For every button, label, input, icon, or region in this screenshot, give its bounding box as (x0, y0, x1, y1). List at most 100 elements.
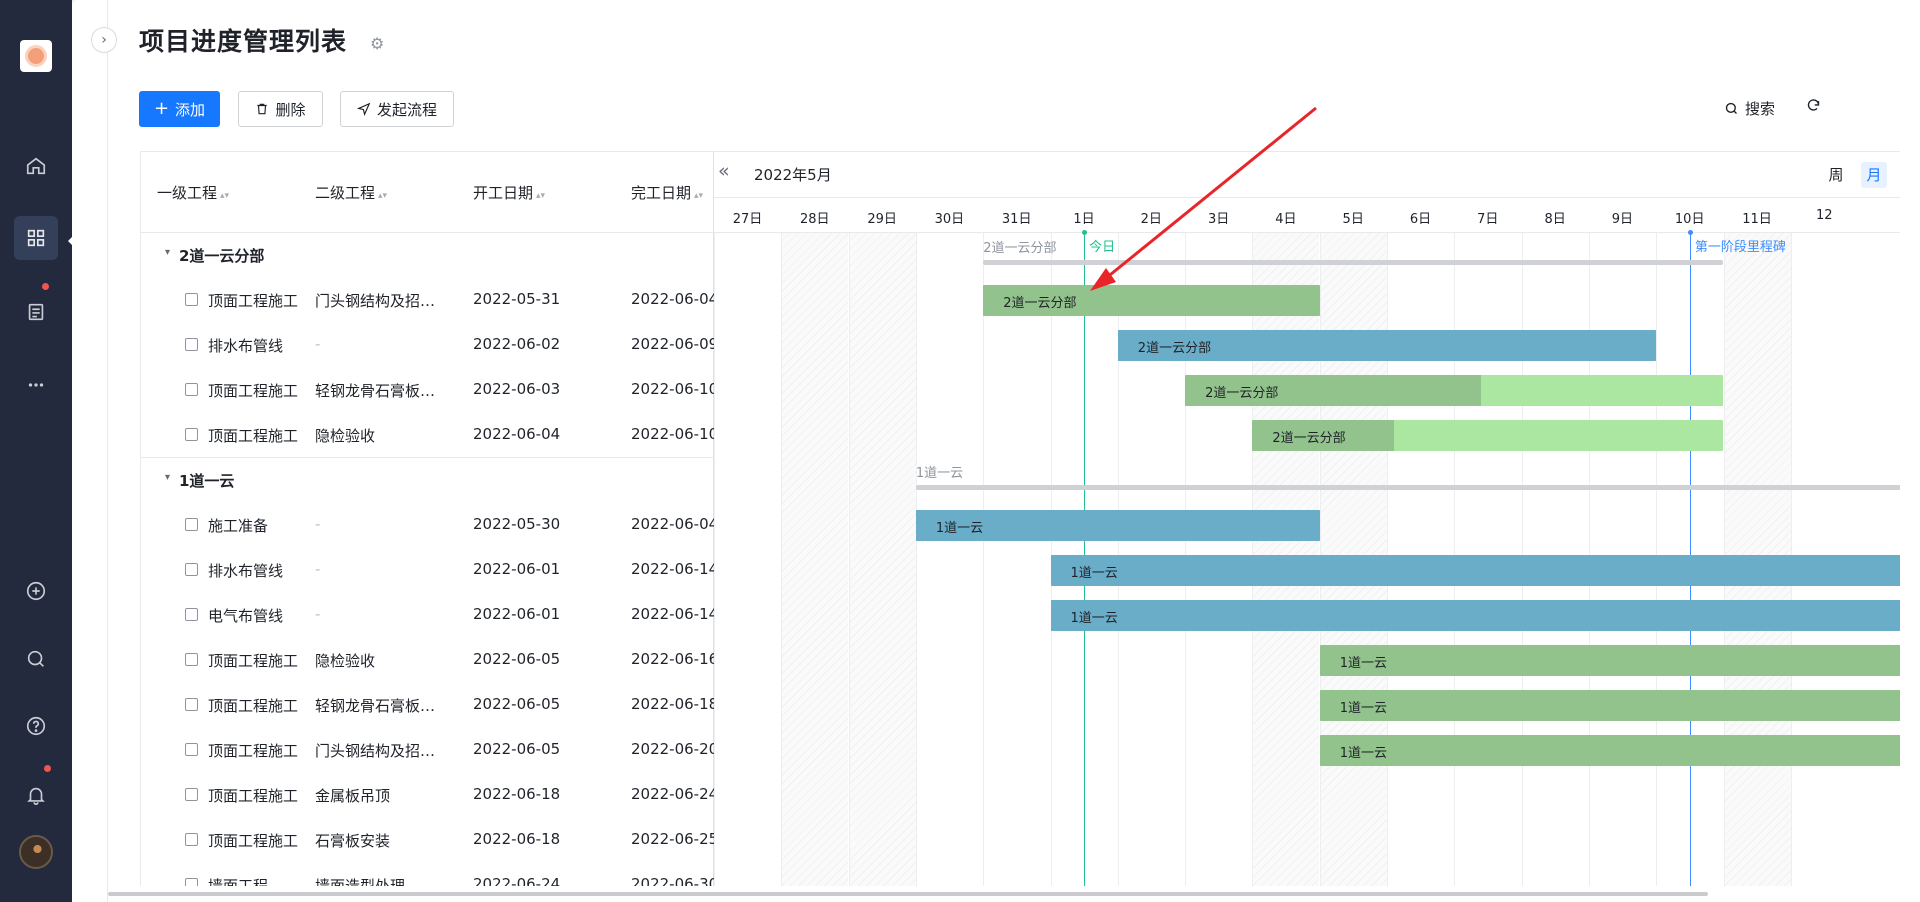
document-icon[interactable] (14, 290, 58, 334)
app-logo[interactable] (20, 40, 52, 72)
cell-end: 2022-06-20 (631, 740, 719, 758)
day-column (983, 233, 1050, 886)
cell-start: 2022-06-24 (473, 875, 561, 886)
expand-sidebar-button[interactable]: › (91, 27, 117, 53)
task-bar[interactable]: 1道一云 (1319, 690, 1900, 721)
group-summary-bar[interactable] (983, 260, 1724, 265)
group-name: 2道一云分部 (179, 247, 265, 265)
table-row[interactable]: 顶面工程施工 轻钢龙骨石膏板吊顶 2022-06-03 2022-06-10 (141, 368, 718, 413)
more-icon[interactable] (14, 363, 58, 407)
cell-start: 2022-06-01 (473, 605, 561, 623)
table-row[interactable]: 排水布管线 - 2022-06-01 2022-06-14 (141, 548, 718, 593)
today-marker-dot (1082, 230, 1088, 235)
refresh-action[interactable] (1806, 98, 1821, 113)
cell-start: 2022-06-02 (473, 335, 561, 353)
cell-l2: 石膏板安装 (315, 832, 391, 850)
column-header-end[interactable]: 完工日期 ▴▾ (631, 182, 703, 203)
group-row[interactable]: ▾ 2道一云分部 (141, 233, 714, 278)
table-row[interactable]: 顶面工程施工门头钢结构及招牌安装 2022-05-31 2022-06-04 (141, 278, 718, 323)
task-bar[interactable]: 2道一云分部 (1185, 375, 1724, 406)
task-bar-progress (1050, 555, 1900, 586)
task-bar-label: 1道一云 (1339, 701, 1387, 716)
apps-icon[interactable] (14, 216, 58, 260)
table-row[interactable]: 施工准备 - 2022-05-30 2022-06-04 (141, 503, 718, 548)
task-bar[interactable]: 2道一云分部 (1117, 330, 1657, 361)
table-row[interactable]: 排水布管线 - 2022-06-02 2022-06-09 (141, 323, 718, 368)
table-row[interactable]: 墙面工程 墙面造型处理 2022-06-24 2022-06-30 (141, 863, 718, 886)
home-icon[interactable] (14, 144, 58, 188)
add-circle-icon[interactable] (14, 569, 58, 613)
cell-start: 2022-06-05 (473, 740, 561, 758)
cell-l2: 隐检验收 (315, 427, 376, 445)
row-checkbox[interactable] (185, 293, 198, 306)
row-checkbox[interactable] (185, 563, 198, 576)
trash-icon (257, 103, 268, 115)
row-checkbox[interactable] (185, 698, 198, 711)
task-table: 一级工程 ▴▾ 二级工程 ▴▾ 开工日期 ▴▾ 完工日期 ▴▾ ▾ 2道一云分部顶面工程施… (141, 152, 718, 886)
avatar[interactable] (19, 835, 53, 869)
day-label: 2日 (1140, 212, 1162, 227)
column-header-start[interactable]: 开工日期 ▴▾ (473, 182, 545, 203)
row-checkbox[interactable] (185, 833, 198, 846)
day-label: 4日 (1275, 212, 1297, 227)
cell-end: 2022-06-10 (631, 425, 719, 443)
group-summary-bar[interactable] (915, 485, 1900, 490)
column-header-l2[interactable]: 二级工程 ▴▾ (315, 182, 387, 203)
task-bar-progress (1252, 420, 1394, 451)
table-row[interactable]: 电气布管线 - 2022-06-01 2022-06-14 (141, 593, 718, 638)
row-checkbox[interactable] (185, 383, 198, 396)
gantt-header: « 2022年5月 周 月 季 年 (714, 152, 1900, 198)
task-bar[interactable]: 1道一云 (1050, 555, 1900, 586)
caret-down-icon[interactable]: ▾ (165, 472, 171, 483)
table-row[interactable]: 顶面工程施工 隐检验收 2022-06-05 2022-06-16 (141, 638, 718, 683)
task-bar[interactable]: 2道一云分部 (1252, 420, 1724, 451)
milestone-label[interactable]: 第一阶段里程碑 (1694, 240, 1786, 255)
row-checkbox[interactable] (185, 788, 198, 801)
task-bar[interactable]: 2道一云分部 (983, 285, 1320, 316)
row-checkbox[interactable] (185, 428, 198, 441)
column-header-label: 开工日期 (473, 184, 534, 202)
table-row[interactable]: 顶面工程施工 轻钢龙骨石膏板吊顶 2022-06-05 2022-06-18 (141, 683, 718, 728)
gear-icon[interactable]: ⚙ (370, 34, 385, 53)
table-row[interactable]: 顶面工程施工门头钢结构及招牌安装 2022-06-05 2022-06-20 (141, 728, 718, 773)
cell-l2: 轻钢龙骨石膏板吊顶 (315, 382, 445, 400)
scale-month[interactable]: 月 (1861, 162, 1887, 188)
task-bar-progress (1319, 735, 1900, 766)
delete-button[interactable]: 删除 (238, 91, 323, 127)
task-bar[interactable]: 1道一云 (1319, 735, 1900, 766)
search-action[interactable]: 搜索 (1724, 98, 1775, 119)
task-bar[interactable]: 1道一云 (1319, 645, 1900, 676)
row-checkbox[interactable] (185, 743, 198, 756)
help-icon[interactable] (14, 704, 58, 748)
horizontal-scrollbar[interactable] (72, 892, 1920, 896)
table-row[interactable]: 顶面工程施工 金属板吊顶 2022-06-18 2022-06-24 (141, 773, 718, 818)
start-flow-button[interactable]: 发起流程 (340, 91, 454, 127)
row-checkbox[interactable] (185, 518, 198, 531)
task-bar[interactable]: 1道一云 (915, 510, 1320, 541)
task-bar-label: 1道一云 (1339, 746, 1387, 761)
bell-icon[interactable] (14, 773, 58, 817)
caret-down-icon[interactable]: ▾ (165, 247, 171, 258)
double-chevron-left-icon[interactable]: « (718, 160, 730, 182)
scale-quarter[interactable]: 季 (1898, 162, 1900, 188)
plus-icon: + (153, 98, 170, 119)
add-button[interactable]: + 添加 (139, 91, 220, 127)
gantt-day-header: 27日 28日 29日 30日 31日 1日 2日 3日 4日 5日 6日 7日 8日 9日 10日 11日 1… (714, 198, 1900, 233)
scale-week[interactable]: 周 (1828, 166, 1844, 184)
day-label: 29日 (867, 212, 897, 227)
group-row[interactable]: ▾ 1道一云 (141, 458, 714, 503)
table-row[interactable]: 顶面工程施工 隐检验收 2022-06-04 2022-06-10 (141, 413, 718, 458)
gantt-chart: « 2022年5月 周 月 季 年 27日 28日 29日 30日 31日 1日 2日 3日 4… (714, 152, 1900, 886)
row-checkbox[interactable] (185, 653, 198, 666)
row-checkbox[interactable] (185, 338, 198, 351)
cell-l2: 墙面造型处理 (315, 877, 406, 886)
row-checkbox[interactable] (185, 608, 198, 621)
column-header-l1[interactable]: 一级工程 ▴▾ (157, 182, 229, 203)
search-icon[interactable] (14, 637, 58, 681)
scrollbar-thumb[interactable] (108, 892, 1708, 896)
row-checkbox[interactable] (185, 878, 198, 886)
task-bar[interactable]: 1道一云 (1050, 600, 1900, 631)
table-row[interactable]: 顶面工程施工 石膏板安装 2022-06-18 2022-06-25 (141, 818, 718, 863)
search-label: 搜索 (1745, 100, 1776, 118)
cell-l1: 施工准备 (208, 517, 269, 535)
